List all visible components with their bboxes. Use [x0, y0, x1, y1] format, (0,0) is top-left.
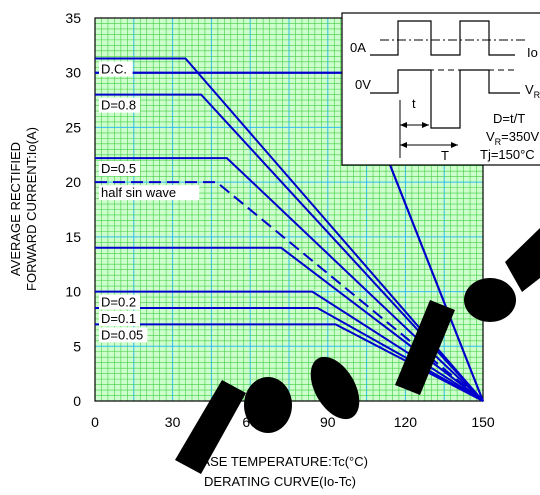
y-tick-label: 35 — [65, 10, 81, 26]
x-tick-label: 150 — [471, 414, 495, 430]
watermark-stroke-2 — [395, 300, 455, 395]
x-tick-label: 30 — [165, 414, 181, 430]
vr-value-subscript: R — [495, 137, 502, 147]
series-label-4: D=0.5 — [101, 161, 136, 176]
period-arrow-right — [451, 142, 458, 148]
current-waveform — [370, 20, 515, 56]
inset-frame — [341, 12, 540, 166]
vr-label-symbol: V — [525, 82, 534, 97]
chart-caption: DERATING CURVE(Io-Tc) — [204, 474, 356, 489]
period-arrow-left — [400, 142, 407, 148]
y-tick-label: 25 — [65, 119, 81, 135]
t-label: t — [412, 96, 416, 111]
y-tick-label: 20 — [65, 174, 81, 190]
series-line-5 — [95, 181, 484, 402]
x-tick-label: 90 — [320, 414, 336, 430]
t-arrow-left — [400, 122, 407, 128]
series-label-0: D.C. — [101, 61, 127, 76]
series-label-bg-8 — [99, 310, 140, 326]
y-tick-label: 30 — [65, 65, 81, 81]
x-tick-label: 0 — [91, 414, 99, 430]
series-label-bg-9 — [99, 327, 148, 343]
series-label-bg-2 — [99, 97, 140, 113]
io-label: Io — [527, 45, 538, 60]
series-label-5: half sin wave — [101, 185, 176, 200]
curve-labels: D.C. D=0.8 D=0.5 half sin wave D=0.2D=0.1D=0… — [99, 61, 200, 343]
y-tick-label: 15 — [65, 229, 81, 245]
series-label-bg-0 — [99, 61, 133, 77]
tick-labels: 030609012015005101520253035 — [65, 10, 494, 430]
series-line-0 — [95, 57, 484, 402]
watermark-blob-2 — [310, 356, 360, 420]
y-tick-label: 10 — [65, 284, 81, 300]
watermark-stroke-1 — [175, 380, 246, 474]
series-label-9: D=0.05 — [101, 327, 143, 342]
vr-label-subscript: R — [534, 90, 540, 100]
watermark-stroke-3 — [505, 228, 540, 292]
series-label-bg-5 — [99, 185, 200, 201]
watermark — [175, 228, 540, 474]
tj-label: Tj=150°C — [480, 147, 535, 162]
vr-label: VR — [525, 82, 540, 100]
watermark-blob-3 — [464, 278, 516, 322]
period-label: T — [441, 148, 449, 163]
voltage-waveform — [370, 69, 520, 129]
y-tick-label: 0 — [73, 393, 81, 409]
vr-value-symbol: V — [486, 129, 495, 144]
series-line-9 — [95, 323, 484, 402]
zero-volt-label: 0V — [355, 77, 371, 92]
y-axis-title-line2: FORWARD CURRENT:Io(A) — [24, 127, 39, 291]
zero-amp-label: 0A — [350, 40, 366, 55]
duty-label: D=t/T — [493, 111, 525, 126]
vr-value-number: =350V — [501, 129, 539, 144]
x-axis-title: CASE TEMPERATURE:Tc(°C) — [192, 454, 368, 469]
series-line-4 — [95, 157, 484, 402]
vr-value-label: VR=350V — [486, 129, 539, 147]
series-label-2: D=0.8 — [101, 98, 136, 113]
t-arrow-right — [422, 122, 429, 128]
y-axis-title-line1: AVERAGE RECTIFIED — [8, 142, 23, 276]
y-tick-label: 5 — [73, 338, 81, 354]
series-label-bg-7 — [99, 294, 140, 310]
series-label-bg-4 — [99, 161, 140, 177]
x-tick-label: 120 — [394, 414, 418, 430]
series-label-8: D=0.1 — [101, 311, 136, 326]
series-line-2 — [95, 93, 484, 402]
series-label-7: D=0.2 — [101, 295, 136, 310]
waveform-inset: 0A 0V Io VR t T D=t/T VR=350V Tj=150°C — [341, 12, 540, 166]
watermark-blob-1 — [244, 377, 292, 433]
